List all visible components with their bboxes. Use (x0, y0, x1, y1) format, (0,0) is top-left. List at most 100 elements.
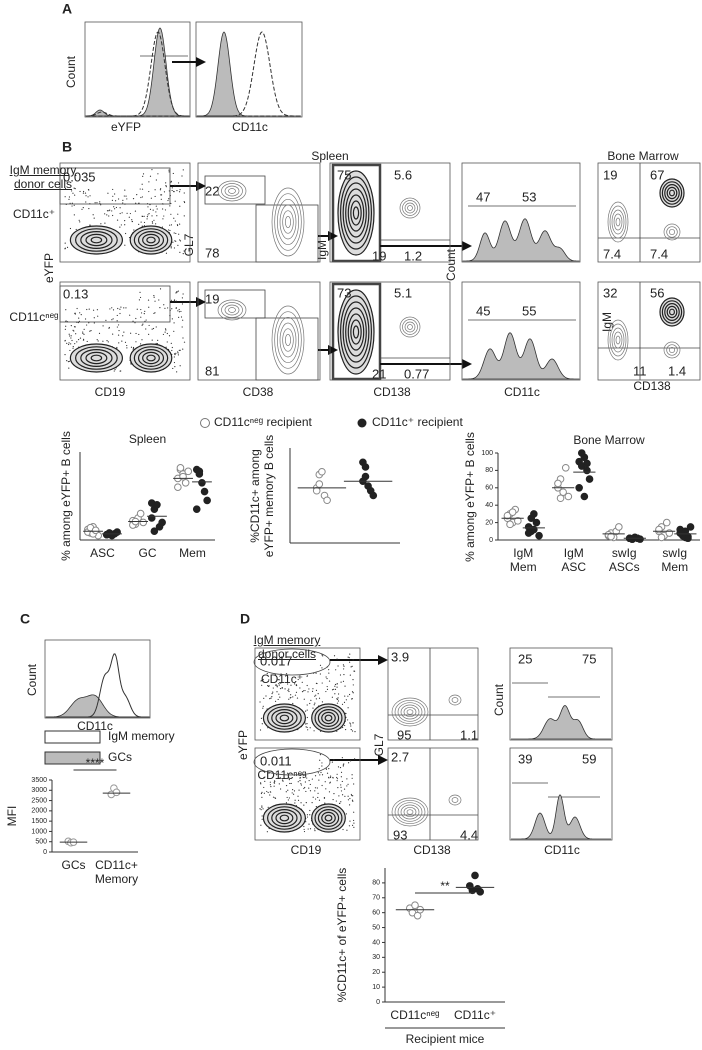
event (304, 689, 306, 692)
contour-ring (75, 228, 118, 252)
event (112, 318, 114, 320)
event (144, 320, 146, 322)
gate-value: 0.011 (260, 753, 292, 768)
data-point (136, 509, 145, 518)
event (321, 701, 324, 703)
event (181, 303, 184, 305)
event (266, 831, 268, 833)
event (341, 794, 344, 796)
plot-frame (509, 647, 613, 741)
event (337, 787, 339, 789)
event (306, 684, 308, 687)
event (305, 723, 307, 725)
event (108, 215, 110, 217)
gate-value: 5.6 (394, 167, 412, 182)
event (169, 309, 171, 311)
event (111, 319, 113, 321)
event (82, 332, 84, 334)
event (277, 698, 279, 701)
event (150, 197, 152, 199)
event (282, 780, 284, 782)
event (261, 818, 263, 820)
event (87, 188, 90, 191)
event (66, 321, 69, 323)
event (152, 327, 155, 330)
event (71, 202, 73, 204)
plot-frame (597, 281, 701, 381)
event (124, 203, 126, 205)
event (342, 668, 345, 670)
event (319, 753, 322, 756)
contour-ring (137, 349, 165, 368)
event (104, 222, 106, 224)
contour-ring (607, 201, 629, 243)
contour (129, 343, 173, 373)
x-axis-label: Recipient mice (406, 1032, 485, 1046)
event (142, 323, 144, 325)
event (178, 233, 180, 235)
contour-ring (659, 178, 685, 208)
contour-ring (69, 225, 124, 255)
gate-value: 19 (205, 291, 219, 306)
event (142, 173, 145, 175)
contour-ring (350, 200, 362, 226)
event (173, 217, 175, 219)
event (303, 804, 305, 806)
event (306, 726, 308, 729)
event (271, 696, 273, 698)
event (346, 778, 348, 780)
event (179, 251, 181, 253)
event (351, 730, 354, 732)
event (294, 799, 296, 801)
gate-value: 5.1 (394, 285, 412, 300)
event (321, 765, 323, 767)
contour-ring (668, 346, 676, 354)
contour-ring (317, 808, 340, 827)
event (121, 212, 123, 214)
data-point (585, 475, 594, 483)
event (321, 784, 323, 787)
event (164, 307, 166, 309)
event (124, 189, 126, 191)
event (94, 202, 96, 204)
event (156, 215, 158, 217)
event (122, 202, 124, 204)
contour-ring (324, 814, 333, 822)
gate-value: 67 (650, 167, 664, 182)
data-point (411, 901, 419, 910)
contour-ring (221, 183, 243, 199)
event (140, 312, 143, 314)
axis-label: CD11c (544, 843, 580, 857)
event (343, 701, 346, 704)
event (261, 791, 263, 793)
event (151, 339, 153, 341)
event (269, 794, 271, 796)
contour-ring (407, 324, 413, 330)
event (120, 224, 122, 226)
event (329, 776, 332, 779)
event (168, 171, 170, 173)
event (320, 771, 322, 774)
event (73, 214, 75, 216)
event (261, 796, 263, 798)
event (181, 175, 183, 177)
plot-frame (254, 647, 361, 741)
data-point (554, 479, 562, 488)
contour-ring (271, 187, 305, 257)
event (333, 688, 335, 690)
event (297, 678, 299, 681)
y-axis-label: %CD11c+ among eYFP+ memory B cells (248, 434, 276, 557)
event (175, 232, 177, 235)
event (170, 224, 173, 226)
data-point (315, 480, 324, 488)
event (291, 792, 293, 794)
event (286, 674, 288, 676)
data-point (113, 528, 121, 536)
event (174, 220, 176, 222)
event (69, 227, 72, 230)
plot-frame (387, 647, 479, 741)
axis-label: Count (64, 55, 78, 88)
y-axis-label: % among eYFP+ B cells (463, 431, 477, 562)
event (340, 790, 343, 792)
